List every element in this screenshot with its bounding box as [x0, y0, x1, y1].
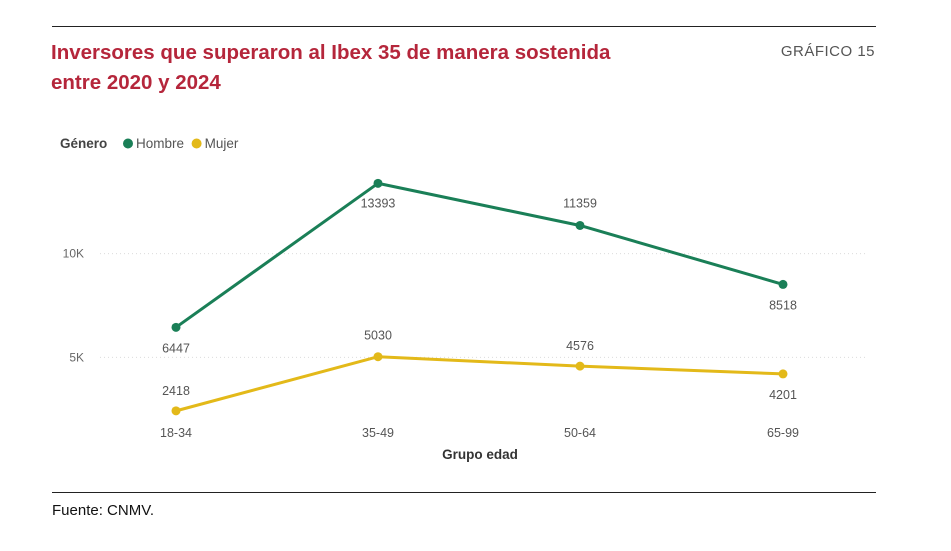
data-label: 4576: [566, 339, 594, 353]
data-point: [778, 279, 788, 289]
bottom-rule: [52, 492, 876, 493]
chart-title-line-2: entre 2020 y 2024: [51, 71, 221, 94]
legend-title: Género: [60, 136, 107, 151]
chart-title-line-1: Inversores que superaron al Ibex 35 de m…: [51, 41, 611, 64]
data-point: [778, 369, 788, 379]
data-point: [373, 178, 383, 188]
x-tick-label: 35-49: [362, 426, 394, 440]
x-axis-title: Grupo edad: [442, 447, 518, 462]
data-point: [171, 406, 181, 416]
y-tick-label: 10K: [63, 247, 84, 261]
data-label: 8518: [769, 298, 797, 312]
chart-title: Inversores que superaron al Ibex 35 de m…: [51, 38, 691, 98]
legend-marker: [191, 138, 202, 149]
legend-label: Mujer: [205, 136, 239, 151]
data-point: [575, 220, 585, 230]
x-tick-label: 18-34: [160, 426, 192, 440]
data-label: 4201: [769, 388, 797, 402]
data-label: 2418: [162, 384, 190, 398]
data-label: 13393: [361, 196, 396, 210]
data-point: [373, 352, 383, 362]
data-point: [171, 322, 181, 332]
legend-label: Hombre: [136, 136, 184, 151]
series-line-hombre: [174, 181, 785, 329]
data-label: 6447: [162, 341, 190, 355]
x-tick-label: 65-99: [767, 426, 799, 440]
x-tick-label: 50-64: [564, 426, 596, 440]
legend-marker: [123, 138, 133, 149]
source-note: Fuente: CNMV.: [52, 502, 154, 519]
data-label: 5030: [364, 329, 392, 343]
top-rule: [52, 26, 876, 27]
series-line-mujer: [174, 355, 785, 413]
data-label: 11359: [563, 196, 597, 210]
data-point: [575, 361, 585, 371]
y-tick-label: 5K: [69, 350, 84, 364]
chart-number: GRÁFICO 15: [780, 43, 875, 60]
